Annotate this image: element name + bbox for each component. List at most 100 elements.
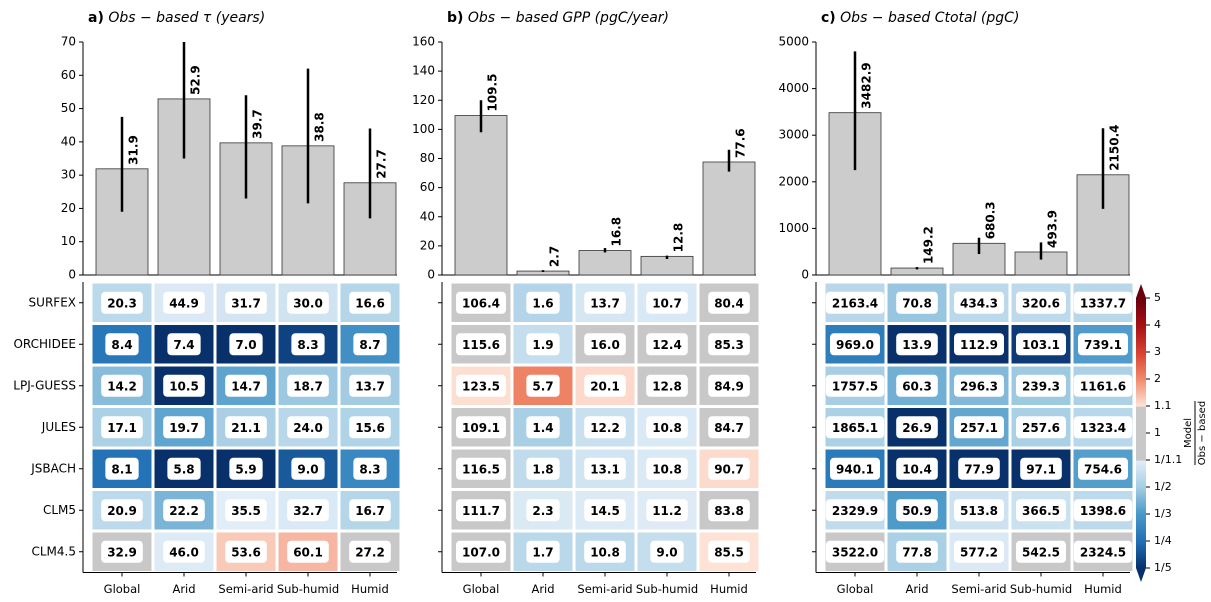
cell-label: 2.3: [532, 504, 553, 518]
x-tick-label: Humid: [710, 582, 748, 596]
cell-label: 5.7: [532, 379, 553, 393]
label-box: [830, 457, 880, 480]
label-box: [584, 333, 626, 356]
label-box: [584, 416, 626, 439]
label-box: [1073, 374, 1133, 397]
cell-label: 107.0: [462, 545, 500, 559]
label-box: [526, 374, 560, 397]
cell-label: 320.6: [1022, 296, 1060, 310]
x-tick-label: Semi-arid: [218, 582, 273, 596]
label-box: [896, 374, 938, 397]
value-label: 31.9: [127, 135, 141, 165]
cell-label: 434.3: [960, 296, 998, 310]
cell-label: 11.2: [652, 504, 682, 518]
label-box: [954, 540, 1004, 563]
cell-label: 542.5: [1022, 545, 1060, 559]
label-box: [101, 499, 143, 522]
label-box: [646, 416, 688, 439]
label-box: [105, 333, 139, 356]
row-label: CLM4.5: [31, 544, 76, 558]
cell-label: 123.5: [462, 379, 500, 393]
cell-label: 1161.6: [1080, 379, 1126, 393]
colorbar-tick-label: 1/5: [1154, 561, 1172, 574]
bar: [702, 161, 756, 276]
cell-label: 85.5: [714, 545, 744, 559]
x-tick-label: Global: [837, 582, 874, 596]
value-label: 27.7: [375, 149, 389, 179]
cell-label: 969.0: [836, 338, 874, 352]
label-box: [526, 416, 560, 439]
cell-label: 27.2: [355, 545, 385, 559]
cell-label: 10.7: [652, 296, 682, 310]
label-box: [456, 540, 506, 563]
cell-label: 103.1: [1022, 338, 1060, 352]
cell-label: 13.9: [902, 338, 932, 352]
cell-label: 10.8: [652, 462, 682, 476]
y-tick-label: 5000: [778, 35, 809, 49]
cell-label: 109.1: [462, 421, 500, 435]
label-box: [1016, 374, 1066, 397]
cell-label: 83.8: [714, 504, 744, 518]
x-tick-label: Semi-arid: [951, 582, 1006, 596]
cell-label: 1.8: [532, 462, 553, 476]
cell-label: 22.2: [169, 504, 199, 518]
label-box: [225, 540, 267, 563]
cell-label: 35.5: [231, 504, 261, 518]
colorbar-tick-label: 1/2: [1154, 480, 1172, 493]
cell-label: 20.3: [107, 296, 137, 310]
cell-label: 1337.7: [1080, 296, 1126, 310]
cell-label: 46.0: [169, 545, 199, 559]
y-tick-label: 20: [420, 238, 435, 252]
cell-label: 15.6: [355, 421, 385, 435]
y-tick-label: 60: [61, 68, 76, 82]
label-box: [526, 333, 560, 356]
cell-label: 13.1: [590, 462, 620, 476]
label-box: [526, 540, 560, 563]
label-box: [958, 457, 1000, 480]
cell-label: 257.1: [960, 421, 998, 435]
y-tick-label: 10: [61, 234, 76, 248]
label-box: [1073, 291, 1133, 314]
label-box: [896, 416, 938, 439]
cell-label: 32.7: [293, 504, 323, 518]
label-box: [1078, 333, 1128, 356]
label-box: [163, 374, 205, 397]
bar: [640, 255, 694, 276]
y-tick-label: 80: [420, 151, 435, 165]
label-box: [584, 457, 626, 480]
cell-label: 116.5: [462, 462, 500, 476]
cell-label: 85.3: [714, 338, 744, 352]
cell-label: 8.7: [359, 338, 380, 352]
cell-label: 10.4: [902, 462, 932, 476]
cell-label: 2324.5: [1080, 545, 1126, 559]
cell-label: 44.9: [169, 296, 199, 310]
y-tick-label: 100: [412, 122, 435, 136]
label-box: [456, 333, 506, 356]
bar: [578, 250, 632, 276]
cell-label: 7.4: [173, 338, 194, 352]
cell-label: 8.3: [359, 462, 380, 476]
cell-label: 10.8: [652, 421, 682, 435]
cell-label: 513.8: [960, 504, 998, 518]
cell-label: 1.9: [532, 338, 553, 352]
label-box: [101, 540, 143, 563]
label-box: [291, 333, 325, 356]
colorbar-tick-label: 1/3: [1154, 507, 1172, 520]
colorbar-tick-label: 5: [1154, 291, 1161, 304]
label-box: [101, 416, 143, 439]
value-label: 2.7: [548, 246, 562, 267]
label-box: [287, 499, 329, 522]
cell-label: 21.1: [231, 421, 261, 435]
label-box: [825, 291, 885, 314]
label-box: [349, 540, 391, 563]
label-box: [896, 499, 938, 522]
x-tick-label: Arid: [172, 582, 195, 596]
label-box: [101, 291, 143, 314]
cell-label: 97.1: [1026, 462, 1056, 476]
label-box: [225, 291, 267, 314]
cell-label: 16.6: [355, 296, 385, 310]
y-tick-label: 1000: [778, 221, 809, 235]
x-tick-label: Humid: [1084, 582, 1122, 596]
cell-label: 111.7: [462, 504, 500, 518]
label-box: [163, 540, 205, 563]
